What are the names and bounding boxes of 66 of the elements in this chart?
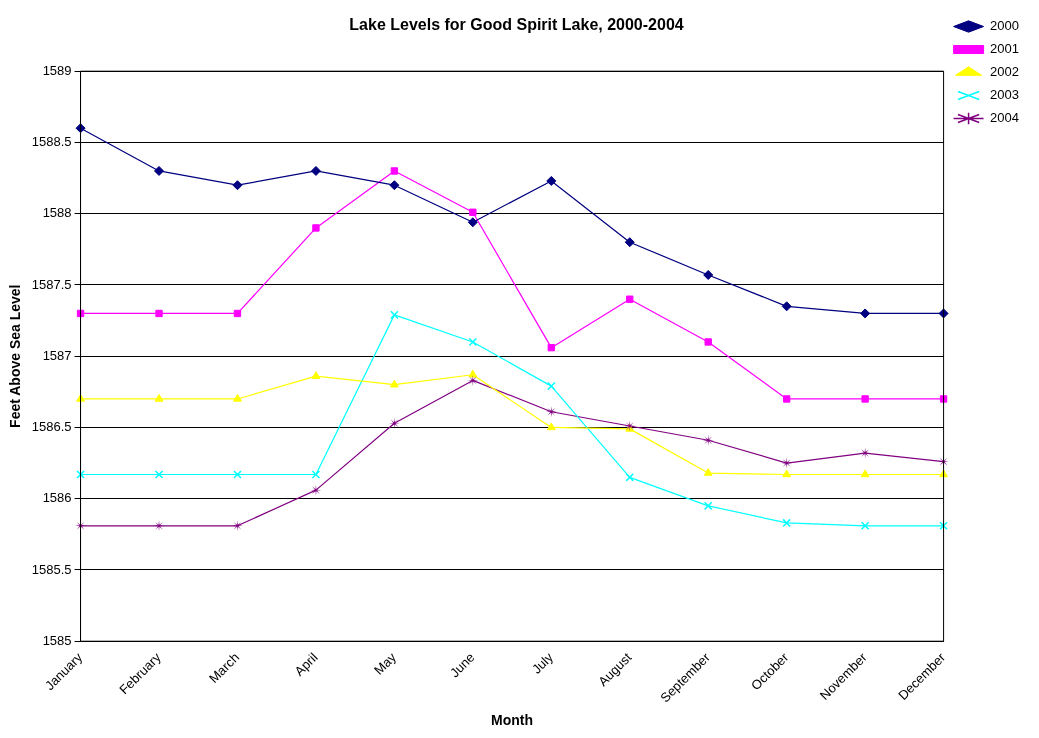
- point: [154, 393, 164, 402]
- point: [312, 224, 320, 232]
- point: [546, 422, 556, 431]
- point: [232, 180, 243, 191]
- legend-label: 2003: [990, 87, 1019, 103]
- point: [154, 470, 164, 479]
- point: [155, 309, 163, 318]
- point: [388, 417, 400, 429]
- point: [939, 395, 948, 403]
- point: [704, 338, 712, 346]
- point: [310, 165, 321, 176]
- chart-title: Lake Levels for Good Spirit Lake, 2000-2004: [349, 16, 684, 34]
- point: [938, 308, 949, 319]
- point: [390, 310, 399, 320]
- legend-label: 2004: [990, 110, 1019, 126]
- point: [781, 301, 792, 312]
- point: [389, 379, 399, 388]
- point: [154, 165, 165, 176]
- y-tick-label: 1586.5: [31, 419, 72, 435]
- point: [311, 470, 321, 479]
- x-axis-title: Month: [491, 712, 534, 729]
- point: [860, 521, 870, 531]
- point: [703, 468, 713, 476]
- point: [389, 180, 400, 191]
- legend-label: 2001: [990, 41, 1019, 57]
- point: [468, 369, 478, 378]
- y-tick-label: 1588.5: [31, 134, 72, 150]
- y-tick-label: 1587: [42, 347, 72, 363]
- point: [311, 371, 321, 379]
- y-tick-label: 1589: [42, 62, 72, 78]
- point: [625, 473, 635, 482]
- point: [782, 518, 791, 528]
- x-tick-label: July: [528, 649, 557, 677]
- y-tick-label: 1586: [42, 490, 72, 506]
- point: [390, 167, 399, 175]
- point: [467, 217, 478, 228]
- point: [626, 295, 634, 303]
- point: [546, 175, 557, 186]
- point: [547, 381, 556, 391]
- point: [545, 406, 557, 418]
- y-tick-label: 1585.5: [31, 561, 72, 577]
- point: [939, 521, 948, 531]
- point: [469, 208, 477, 216]
- point: [75, 123, 86, 134]
- y-axis-title: Feet Above Sea Level: [7, 284, 24, 428]
- point: [860, 469, 870, 478]
- point: [624, 237, 635, 248]
- y-tick-label: 1587.5: [31, 276, 72, 292]
- point: [782, 469, 792, 478]
- point: [468, 337, 478, 347]
- x-tick-label: May: [371, 649, 400, 678]
- point: [860, 308, 871, 319]
- point: [76, 470, 85, 479]
- point: [547, 343, 555, 352]
- point: [703, 269, 714, 280]
- legend-label: 2002: [990, 64, 1019, 80]
- point: [703, 501, 713, 511]
- point: [861, 395, 869, 403]
- legend-label: 2000: [990, 18, 1019, 34]
- point: [782, 395, 791, 403]
- point: [233, 309, 242, 318]
- y-tick-label: 1588: [42, 205, 72, 221]
- point: [76, 393, 85, 402]
- point: [233, 393, 242, 402]
- y-tick-label: 1585: [42, 632, 72, 648]
- point: [233, 470, 242, 479]
